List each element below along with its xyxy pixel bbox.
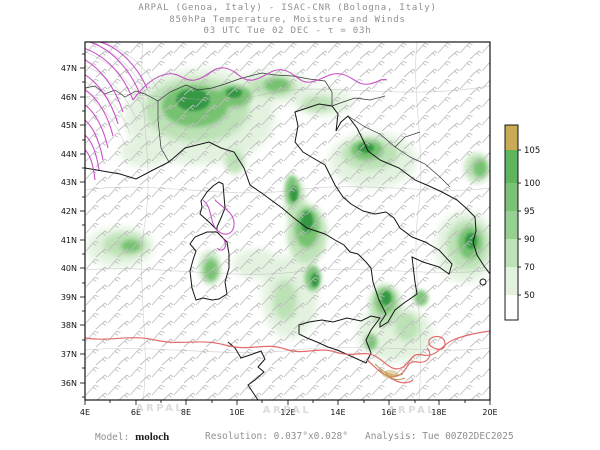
colorbar-label: 70 xyxy=(524,263,535,273)
lat-tick-label: 38N xyxy=(61,321,77,330)
lon-tick-label: 16E xyxy=(381,408,396,417)
arpal-watermark: ARPAL xyxy=(388,405,436,416)
lon-tick-label: 8E xyxy=(181,408,191,417)
lon-tick-label: 12E xyxy=(280,408,295,417)
map-frame xyxy=(84,41,491,401)
lat-tick-label: 41N xyxy=(61,236,77,245)
lon-tick-label: 4E xyxy=(80,408,90,417)
lat-axis-labels: 47N 46N 45N 44N 43N 42N 41N 40N 39N 38N … xyxy=(61,64,77,388)
colorbar-label: 105 xyxy=(524,146,540,156)
lat-tick-label: 42N xyxy=(61,207,77,216)
coastline-corfu xyxy=(479,278,487,286)
colorbar-band xyxy=(505,267,518,295)
colorbar-band xyxy=(505,150,518,183)
watermarks: ARPAL ARPAL ARPAL xyxy=(136,403,436,416)
lon-tick-label: 6E xyxy=(131,408,141,417)
lat-tick-label: 36N xyxy=(61,379,77,388)
colorbar-label: 50 xyxy=(524,291,535,301)
analysis-info: Analysis: Tue 00Z02DEC2025 xyxy=(365,431,514,442)
lon-tick-label: 14E xyxy=(330,408,345,417)
warm-isotherm xyxy=(85,330,490,370)
coastline-mainland xyxy=(85,103,490,328)
lat-tick-label: 46N xyxy=(61,93,77,102)
lat-tick-label: 39N xyxy=(61,293,77,302)
header-validtime-line: 03 UTC Tue 02 DEC - τ = 03h xyxy=(203,26,372,36)
colorbar: 105 100 95 90 70 50 xyxy=(504,124,540,321)
zero-isotherm xyxy=(132,67,388,101)
colorbar-band xyxy=(505,183,518,211)
lat-axis-ticks xyxy=(80,53,85,398)
colorbar-frame xyxy=(504,124,519,321)
header-source-line: ARPAL (Genoa, Italy) - ISAC-CNR (Bologna… xyxy=(138,3,437,13)
coastline-corsica xyxy=(199,181,226,232)
gray-contours xyxy=(85,42,490,400)
lon-tick-label: 10E xyxy=(229,408,244,417)
lat-tick-label: 47N xyxy=(61,64,77,73)
wind-barb-layer xyxy=(85,42,490,400)
figure-footer: Model: moloch Resolution: 0.037°x0.028° … xyxy=(0,431,600,447)
resolution-info: Resolution: 0.037°x0.028° xyxy=(205,431,348,442)
colorbar-label: 95 xyxy=(524,207,535,217)
temp-contours-olive xyxy=(374,363,406,381)
lat-tick-label: 43N xyxy=(61,178,77,187)
colorbar-band xyxy=(505,239,518,267)
lat-tick-label: 44N xyxy=(61,150,77,159)
header-product-line: 850hPa Temperature, Moisture and Winds xyxy=(169,14,406,25)
map-plot: 47N 46N 45N 44N 43N 42N 41N 40N 39N 38N … xyxy=(61,41,498,417)
lat-tick-label: 40N xyxy=(61,264,77,273)
colorbar-labels: 105 100 95 90 70 50 xyxy=(524,146,540,301)
lon-tick-label: 20E xyxy=(482,408,497,417)
lat-tick-label: 45N xyxy=(61,121,77,130)
colorbar-ticks xyxy=(518,149,521,296)
lat-tick-label: 37N xyxy=(61,350,77,359)
lon-axis-ticks xyxy=(84,400,491,405)
coastlines xyxy=(85,103,490,400)
lon-axis-labels: 4E 6E 8E 10E 12E 14E 16E 18E 20E xyxy=(80,408,498,417)
model-value: moloch xyxy=(135,431,170,443)
arpal-watermark: ARPAL xyxy=(263,405,311,416)
coastline-sardinia xyxy=(189,231,230,301)
temp-contours-magenta xyxy=(85,42,388,251)
model-label: Model: xyxy=(95,432,130,443)
figure-header: ARPAL (Genoa, Italy) - ISAC-CNR (Bologna… xyxy=(0,3,575,38)
model-info: Model: moloch xyxy=(95,431,169,443)
colorbar-band xyxy=(505,295,518,320)
colorbar-band xyxy=(505,211,518,239)
arpal-watermark: ARPAL xyxy=(136,403,184,414)
lon-tick-label: 18E xyxy=(431,408,446,417)
colorbar-label: 100 xyxy=(524,179,540,189)
colorbar-label: 90 xyxy=(524,235,535,245)
colorbar-band xyxy=(505,125,518,150)
coastline-tunisia xyxy=(227,341,266,400)
